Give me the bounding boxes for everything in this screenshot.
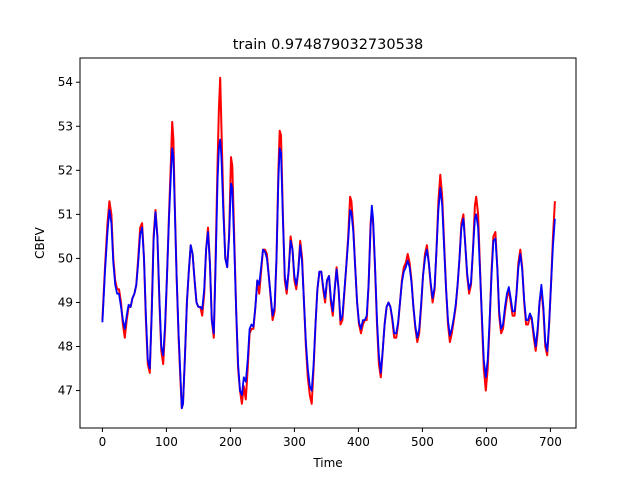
x-tick-label: 400	[347, 435, 370, 449]
y-tick-label: 52	[58, 163, 73, 177]
x-tick-label: 100	[155, 435, 178, 449]
x-tick-label: 300	[283, 435, 306, 449]
series-line-2	[101, 138, 556, 410]
y-tick-label: 49	[58, 295, 73, 309]
y-tick-label: 50	[58, 251, 73, 265]
y-tick-label: 53	[58, 119, 73, 133]
plot-frame	[79, 57, 577, 429]
y-tick-label: 47	[58, 384, 73, 398]
x-tick-label: 200	[219, 435, 242, 449]
x-tick-label: 500	[411, 435, 434, 449]
y-axis-ticks: 47 48 49 50 51 52 53 54	[58, 75, 80, 398]
y-axis-label: CBFV	[33, 226, 47, 259]
x-tick-label: 0	[99, 435, 107, 449]
x-axis-label: Time	[312, 456, 342, 470]
x-tick-label: 600	[475, 435, 498, 449]
series-layer	[101, 76, 556, 410]
y-tick-label: 54	[58, 75, 73, 89]
x-tick-label: 700	[539, 435, 562, 449]
y-tick-label: 51	[58, 207, 73, 221]
chart-title: train 0.974879032730538	[233, 37, 424, 53]
y-tick-label: 48	[58, 340, 73, 354]
x-axis-ticks: 0 100 200 300 400 500 600 700	[99, 428, 562, 449]
